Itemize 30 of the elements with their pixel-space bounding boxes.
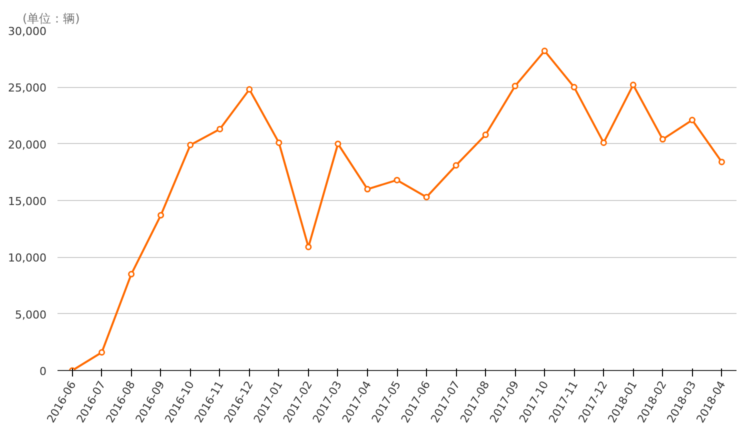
y-tick-label: 15,000	[8, 195, 47, 208]
y-tick-label: 30,000	[8, 25, 47, 38]
y-tick-label: 20,000	[8, 138, 47, 152]
point	[158, 212, 164, 218]
y-tick-label: 25,000	[8, 82, 47, 95]
point	[334, 140, 342, 148]
point	[246, 86, 253, 93]
y-tick-label: 10,000	[8, 252, 47, 265]
point	[452, 162, 460, 169]
point	[305, 244, 312, 250]
point	[423, 194, 430, 200]
point	[659, 136, 666, 143]
point	[98, 349, 106, 356]
point	[512, 82, 518, 90]
point	[541, 48, 548, 54]
point	[570, 84, 578, 90]
point	[394, 176, 400, 184]
y-tick-label: 5,000	[15, 308, 47, 322]
point	[187, 142, 194, 148]
point	[128, 270, 135, 278]
y-tick-label: 0	[40, 365, 46, 378]
point	[482, 132, 489, 138]
text: (单位：辆)	[22, 12, 80, 26]
point	[364, 186, 371, 192]
point	[688, 116, 696, 124]
point	[276, 139, 282, 146]
point	[600, 139, 607, 146]
point	[630, 82, 636, 88]
point	[216, 126, 224, 132]
point	[718, 158, 725, 166]
